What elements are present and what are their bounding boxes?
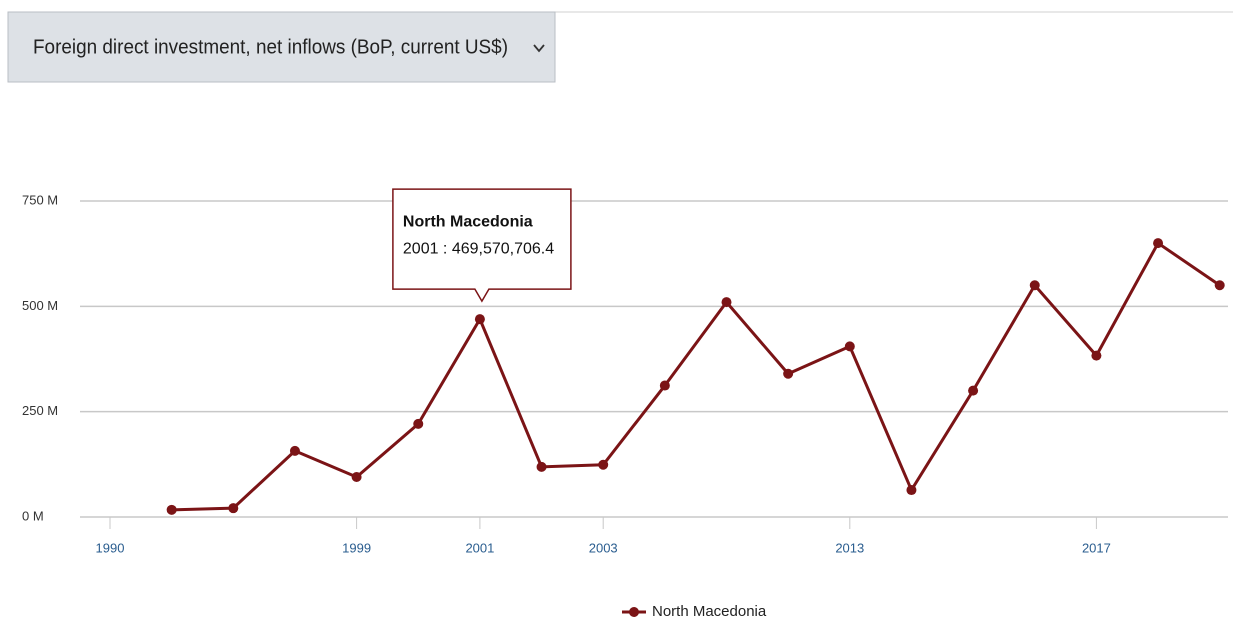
data-point: [1214, 280, 1225, 291]
y-tick-label: 750 M: [22, 192, 58, 207]
data-point: [1091, 350, 1102, 361]
chart: 0 M 250 M 500 M 750 M 1990 1999 2001 2003 2013 20…: [22, 188, 1228, 620]
data-point: [783, 368, 794, 379]
legend-label: North Macedonia: [652, 603, 767, 620]
x-tick-label: 2013: [835, 540, 864, 555]
tooltip: North Macedonia 2001 : 469,570,706.4: [392, 188, 572, 303]
select-box[interactable]: [7, 11, 556, 83]
chevron[interactable]: [533, 44, 545, 53]
x-tick-label: 1999: [342, 540, 371, 555]
data-point: [906, 485, 917, 496]
select-label[interactable]: Foreign direct investment, net inflows (…: [33, 36, 508, 58]
data-point: [598, 459, 609, 470]
data-point: [659, 380, 670, 391]
data-point: [166, 504, 177, 515]
tooltip-title: North Macedonia: [403, 213, 533, 230]
y-tick-label: 500 M: [22, 298, 58, 313]
indicator-select[interactable]: Foreign direct investment, net inflows (…: [7, 11, 556, 83]
data-point: [351, 471, 362, 482]
tooltip-box: [392, 188, 572, 303]
data-point: [536, 461, 547, 472]
x-tick-label: 1990: [96, 540, 125, 555]
data-point: [228, 503, 239, 514]
data-point: [413, 418, 424, 429]
data-point: [844, 341, 855, 352]
x-tick-label: 2017: [1082, 540, 1111, 555]
x-tick-label: 2001: [465, 540, 494, 555]
data-point: [721, 297, 732, 308]
series-line: [171, 240, 1221, 512]
y-tick-label: 0 M: [22, 508, 44, 523]
data-point: [1029, 280, 1040, 291]
y-tick-label: 250 M: [22, 403, 58, 418]
data-point: [1153, 238, 1164, 249]
x-tick-label: 2003: [589, 540, 618, 555]
data-point: [474, 314, 485, 325]
legend-dot: [629, 607, 639, 617]
data-point: [968, 385, 979, 396]
tooltip-value: 2001 : 469,570,706.4: [403, 240, 554, 257]
data-point: [289, 445, 300, 456]
